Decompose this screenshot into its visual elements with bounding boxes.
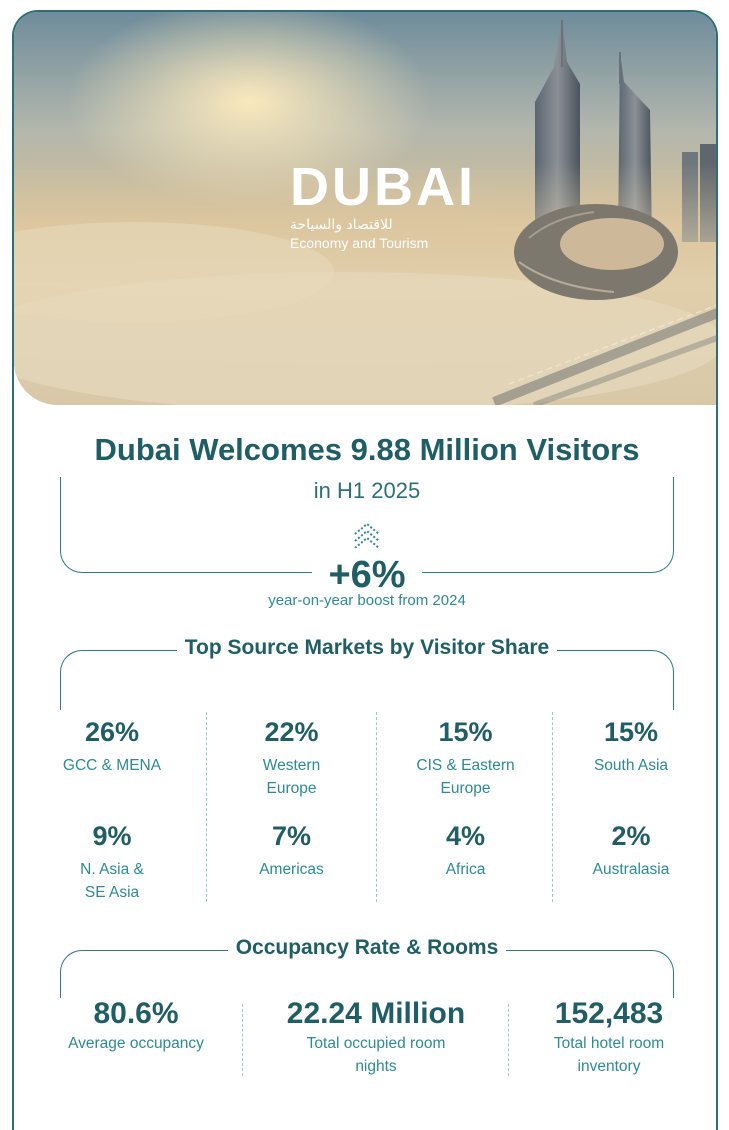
occupancy-value: 152,483 — [554, 997, 664, 1030]
market-region-label: Australasia — [592, 861, 670, 878]
headline-subtitle: in H1 2025 — [313, 478, 421, 503]
occupancy-label: Average occupancy — [68, 1035, 204, 1052]
markets-divider-1 — [206, 712, 207, 902]
occupancy-label: Total hotel room inventory — [553, 1035, 665, 1075]
market-share-value: 9% — [92, 821, 132, 851]
growth-value: +6% — [328, 554, 406, 596]
markets-divider-3 — [552, 712, 553, 902]
market-share-value: 15% — [603, 717, 659, 747]
headline-bracket-right — [422, 477, 674, 573]
logo-english-text: Economy and Tourism — [290, 235, 429, 251]
market-stat: 15% South Asia — [566, 716, 696, 777]
markets-title: Top Source Markets by Visitor Share — [14, 636, 716, 660]
market-share-value: 22% — [264, 717, 319, 747]
headline-title: Dubai Welcomes 9.88 Million Visitors — [94, 432, 640, 467]
market-share-value: 15% — [438, 717, 493, 747]
market-stat: 9% N. Asia & SE Asia — [42, 820, 182, 904]
market-share-value: 2% — [611, 821, 651, 851]
market-share-value: 7% — [271, 821, 312, 851]
occupancy-stat: 152,483 Total hotel room inventory — [524, 998, 694, 1078]
market-stat: 15% CIS & Eastern Europe — [388, 716, 543, 800]
market-region-label: CIS & Eastern Europe — [416, 757, 515, 797]
logo-arabic-text: للاقتصاد والسياحة — [290, 217, 393, 233]
growth-label: year-on-year boost from 2024 — [268, 592, 466, 609]
market-stat: 26% GCC & MENA — [42, 716, 182, 777]
occupancy-value: 22.24 Million — [286, 997, 466, 1030]
chevrons-up-icon — [354, 522, 380, 548]
market-region-label: South Asia — [593, 757, 669, 774]
occupancy-divider-1 — [242, 1004, 243, 1076]
occupancy-divider-2 — [508, 1004, 509, 1076]
market-stat: 2% Australasia — [566, 820, 696, 881]
market-stat: 22% Western Europe — [219, 716, 364, 800]
logo-wordmark: DUBAI — [290, 157, 476, 217]
occupancy-title: Occupancy Rate & Rooms — [14, 936, 716, 960]
market-share-value: 26% — [84, 717, 140, 747]
occupancy-stat: 80.6% Average occupancy — [48, 998, 224, 1055]
market-region-label: Africa — [445, 861, 486, 878]
market-share-value: 4% — [445, 821, 486, 851]
hero-image: DUBAI للاقتصاد والسياحة Economy and Tour… — [14, 12, 716, 405]
market-region-label: N. Asia & SE Asia — [80, 861, 144, 901]
infographic-card: DUBAI للاقتصاد والسياحة Economy and Tour… — [12, 10, 718, 1130]
markets-divider-2 — [376, 712, 377, 902]
market-region-label: Western Europe — [262, 757, 321, 797]
headline-bracket-left — [60, 477, 312, 573]
occupancy-stat: 22.24 Million Total occupied room nights — [258, 998, 494, 1078]
market-region-label: GCC & MENA — [62, 757, 162, 774]
occupancy-value: 80.6% — [93, 997, 179, 1030]
dubai-logo: DUBAI للاقتصاد والسياحة Economy and Tour… — [290, 157, 476, 252]
market-stat: 4% Africa — [388, 820, 543, 881]
market-stat: 7% Americas — [219, 820, 364, 881]
skyline-illustration — [14, 20, 716, 405]
occupancy-label: Total occupied room nights — [306, 1035, 446, 1075]
market-region-label: Americas — [259, 861, 324, 878]
